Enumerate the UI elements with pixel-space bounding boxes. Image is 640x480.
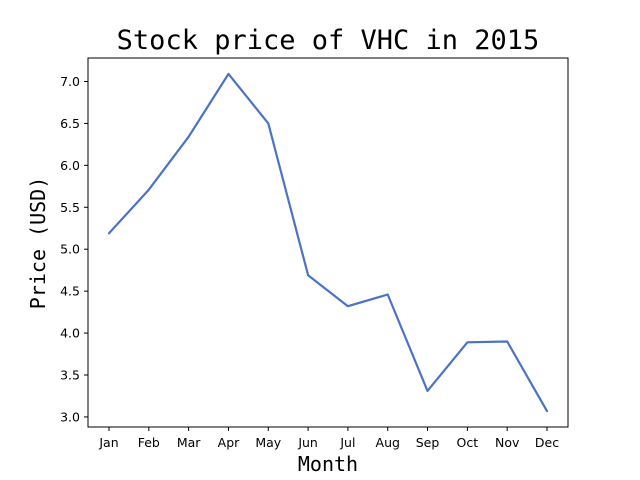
plot-frame [87, 57, 569, 428]
x-tick-label: Apr [218, 435, 240, 450]
x-tick-label: May [255, 435, 281, 450]
y-tick-label: 3.5 [60, 368, 80, 383]
y-axis-label: Price (USD) [26, 177, 50, 309]
y-tick-label: 3.0 [60, 409, 80, 424]
x-axis-label: Month [298, 452, 358, 476]
x-tick-label: Aug [376, 435, 400, 450]
x-tick-label: Sep [416, 435, 440, 450]
series-layer [107, 72, 549, 413]
y-tick-label: 6.5 [60, 116, 80, 131]
y-tick-label: 5.0 [60, 242, 80, 257]
x-tick-label: Nov [495, 435, 520, 450]
y-tick-label: 4.5 [60, 284, 80, 299]
x-tick-label: Oct [457, 435, 479, 450]
chart-title: Stock price of VHC in 2015 [117, 25, 540, 56]
x-tick-label: Dec [535, 435, 559, 450]
x-tick-label: Feb [138, 435, 160, 450]
x-tick-label: Jul [339, 435, 355, 450]
y-tick-label: 7.0 [60, 74, 80, 89]
x-tick-label: Jun [297, 435, 318, 450]
y-tick-label: 5.5 [60, 200, 80, 215]
x-axis: Jan Feb Mar Apr May Jun Jul Aug Sep Oct Nov Dec [98, 427, 559, 450]
y-tick-label: 6.0 [60, 158, 80, 173]
y-axis: 3.0 3.5 4.0 4.5 5.0 5.5 6.0 6.5 7.0 [60, 74, 88, 424]
price-series-line [107, 72, 549, 413]
x-tick-label: Jan [98, 435, 118, 450]
y-tick-label: 4.0 [60, 326, 80, 341]
x-tick-label: Mar [177, 435, 201, 450]
